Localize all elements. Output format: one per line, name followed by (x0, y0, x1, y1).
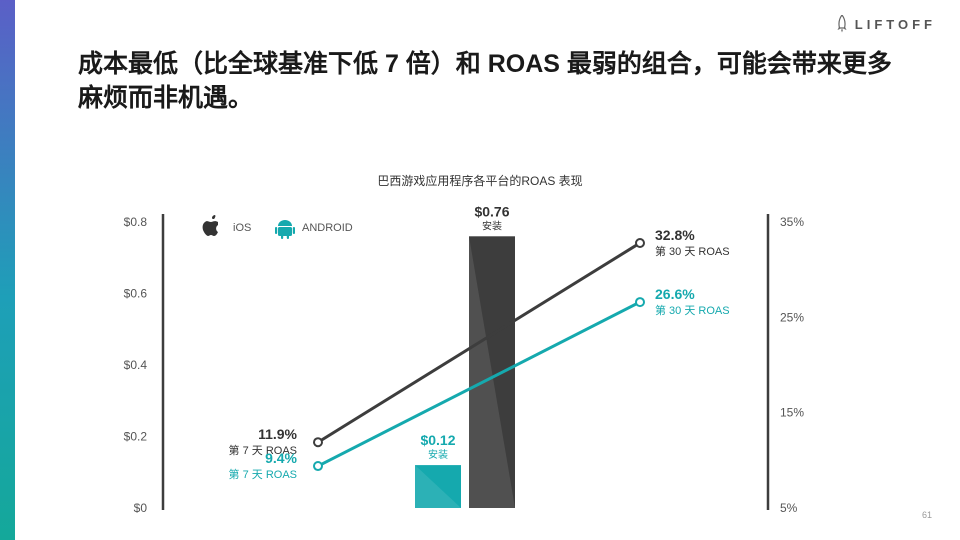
data-sublabel-android-end: 第 30 天 ROAS (655, 303, 730, 317)
point-ios (635, 237, 645, 248)
page-headline: 成本最低（比全球基准下低 7 倍）和 ROAS 最弱的组合，可能会带来更多麻烦而… (78, 50, 892, 112)
data-label-android-end: 26.6% (655, 286, 695, 302)
data-sublabel-ios-start: 第 7 天 ROAS (229, 443, 297, 457)
bar-sublabel-ios: 安装 (482, 219, 502, 232)
brand-logo: LIFTOFF (837, 15, 936, 33)
point-ios (313, 437, 323, 448)
legend-label-android: ANDROID (302, 222, 353, 234)
line-ios (317, 241, 641, 444)
point-android (635, 297, 645, 308)
bar-ios (469, 236, 515, 509)
left-axis-tick-label: $0.2 (124, 430, 148, 444)
legend-label-ios: iOS (233, 222, 251, 234)
chart-title: 巴西游戏应用程序各平台的ROAS 表现 (377, 174, 583, 188)
point-android (313, 461, 323, 472)
accent-bar (0, 0, 15, 540)
apple-icon (202, 215, 218, 236)
data-label-ios-end: 32.8% (655, 227, 695, 243)
right-axis-tick-label: 25% (780, 310, 804, 324)
left-axis-tick-label: $0.6 (124, 287, 148, 301)
data-sublabel-ios-end: 第 30 天 ROAS (655, 244, 730, 258)
left-axis-tick-label: $0.8 (124, 215, 148, 229)
line-android (317, 300, 641, 468)
left-axis-tick-label: $0 (134, 501, 148, 515)
data-label-ios-start: 11.9% (258, 426, 297, 442)
bar-sublabel-android: 安装 (428, 448, 448, 461)
page-number: 61 (921, 510, 932, 520)
right-axis-tick-label: 35% (780, 215, 804, 229)
data-label-android-start: 9.4% (265, 450, 297, 466)
bar-value-label-ios: $0.76 (474, 203, 509, 219)
left-axis-tick-label: $0.4 (124, 358, 148, 372)
right-axis-tick-label: 15% (780, 406, 804, 420)
data-sublabel-android-start: 第 7 天 ROAS (229, 467, 297, 481)
rocket-icon (837, 15, 847, 33)
bar-shade-android (415, 465, 461, 508)
bar-android (415, 465, 461, 508)
logo-text: LIFTOFF (854, 16, 936, 32)
bar-value-label-android: $0.12 (420, 432, 455, 448)
right-axis-tick-label: 5% (780, 501, 798, 515)
bar-shade-ios (469, 236, 515, 509)
android-icon (275, 220, 295, 239)
